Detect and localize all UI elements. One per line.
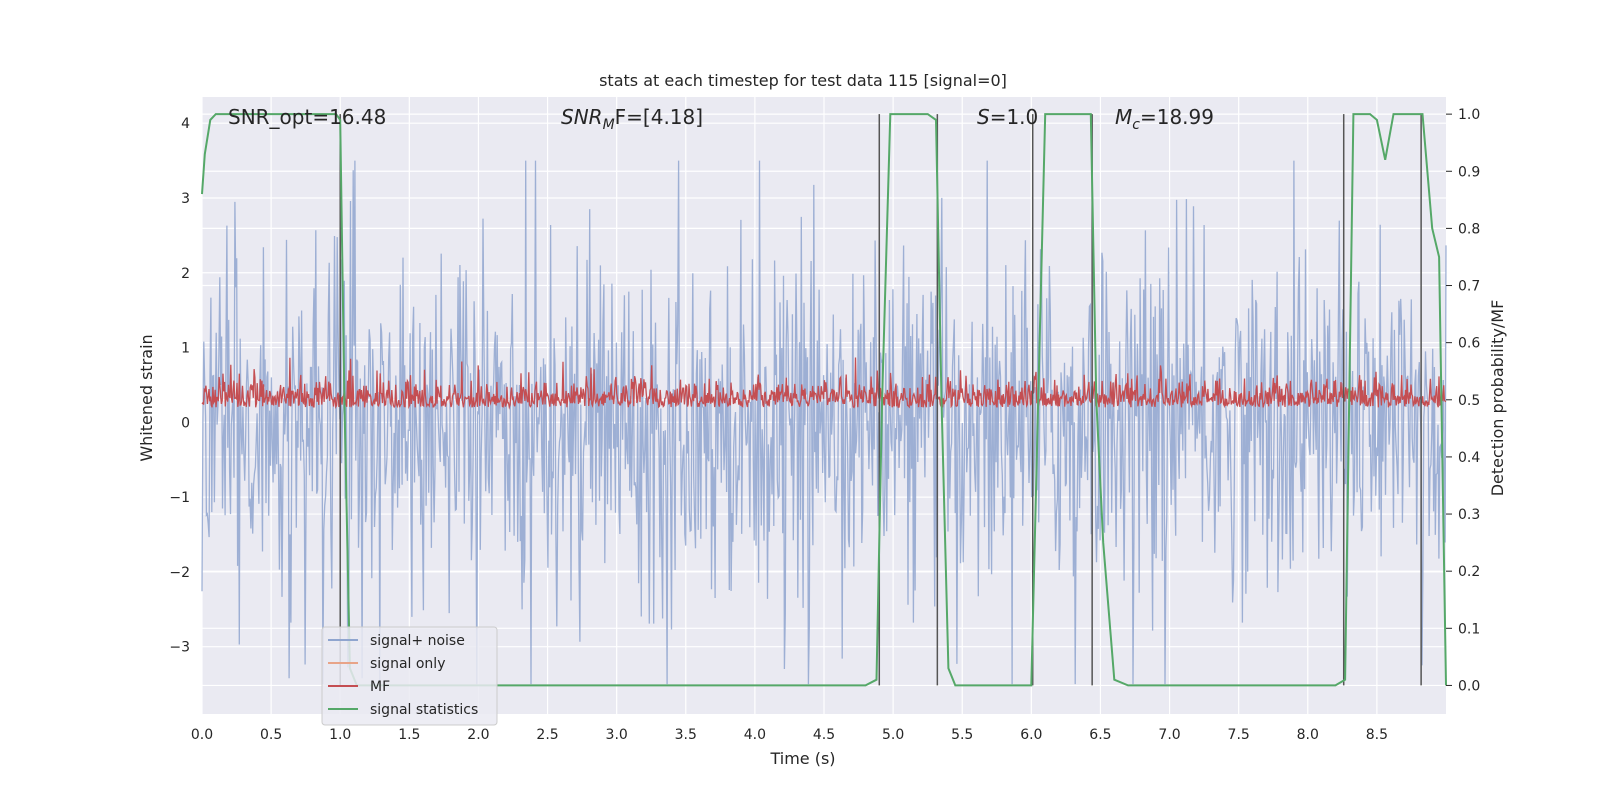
y-axis-label-right: Detection probability/MF	[1488, 300, 1507, 497]
legend-box	[321, 626, 498, 726]
annotation-snr-mf: SNRMF=[4.18]	[561, 105, 703, 133]
legend-label-mf: MF	[370, 679, 390, 695]
signal-statistics-series	[201, 113, 1447, 687]
y-tick-label-right: 0.8	[1458, 221, 1480, 237]
x-axis-label: Time (s)	[769, 749, 835, 768]
signal-noise-series	[201, 160, 1447, 685]
legend: signal+ noise signal only MF signal stat…	[321, 626, 498, 726]
y-tick-label-right: 0.3	[1458, 507, 1480, 523]
y-tick-label-left: −1	[169, 490, 190, 506]
x-tick-label: 4.5	[813, 727, 835, 743]
x-tick-label: 4.0	[744, 727, 766, 743]
x-tick-label: 5.5	[951, 727, 973, 743]
x-tick-label: 7.0	[1158, 727, 1180, 743]
y-tick-label-right: 0.2	[1458, 564, 1480, 580]
x-tick-label: 0.5	[260, 727, 282, 743]
y-tick-label-left: 1	[181, 341, 190, 357]
y-tick-label-left: 4	[181, 116, 190, 132]
x-tick-label: 6.5	[1089, 727, 1111, 743]
x-tick-label: 8.5	[1366, 727, 1388, 743]
mf-series	[201, 357, 1447, 410]
y-tick-label-right: 0.5	[1458, 393, 1480, 409]
y-tick-label-left: 0	[181, 415, 190, 431]
x-ticks: 0.0 0.5 1.0 1.5 2.0 2.5 3.0 3.5 4.0 4.5 5.0 5.5 6.0 6…	[191, 727, 1388, 743]
y-tick-label-left: −3	[169, 640, 190, 656]
x-tick-label: 1.0	[329, 727, 351, 743]
legend-label-signal-only: signal only	[370, 656, 445, 672]
y-axis-label-left: Whitened strain	[137, 334, 156, 461]
y-ticks-right: 1.0 0.9 0.8 0.7 0.6 0.5 0.4 0.3 0.2 0.1 0.0	[1446, 107, 1480, 694]
annotation-snr-opt: SNR_opt=16.48	[228, 105, 386, 129]
chart-title: stats at each timestep for test data 115…	[599, 71, 1007, 90]
y-tick-label-right: 1.0	[1458, 107, 1480, 123]
y-tick-label-right: 0.1	[1458, 621, 1480, 637]
x-tick-label: 8.0	[1297, 727, 1319, 743]
annotation-mc: Mc=18.99	[1115, 105, 1214, 133]
y-tick-label-left: 2	[181, 266, 190, 282]
x-tick-label: 3.0	[606, 727, 628, 743]
x-tick-label: 5.0	[882, 727, 904, 743]
y-tick-label-right: 0.9	[1458, 164, 1480, 180]
annotation-s: S=1.0	[977, 105, 1038, 129]
x-tick-label: 1.5	[398, 727, 420, 743]
x-tick-label: 6.0	[1020, 727, 1042, 743]
y-tick-label-right: 0.0	[1458, 678, 1480, 694]
x-tick-label: 2.0	[467, 727, 489, 743]
x-tick-label: 3.5	[675, 727, 697, 743]
x-tick-label: 7.5	[1228, 727, 1250, 743]
y-tick-label-right: 0.6	[1458, 336, 1480, 352]
y-tick-label-right: 0.4	[1458, 450, 1480, 466]
legend-label-signal-statistics: signal statistics	[370, 702, 478, 718]
signal-noise-line	[201, 160, 1447, 685]
mf-line	[201, 357, 1447, 410]
legend-label-signal-noise: signal+ noise	[370, 633, 465, 649]
y-tick-label-right: 0.7	[1458, 279, 1480, 295]
signal-statistics-line	[201, 113, 1447, 687]
y-ticks-left: 4 3 2 1 0 −1 −2 −3	[169, 116, 190, 656]
x-tick-label: 2.5	[536, 727, 558, 743]
y-tick-label-left: 3	[181, 191, 190, 207]
x-tick-label: 0.0	[191, 727, 213, 743]
y-tick-label-left: −2	[169, 565, 190, 581]
